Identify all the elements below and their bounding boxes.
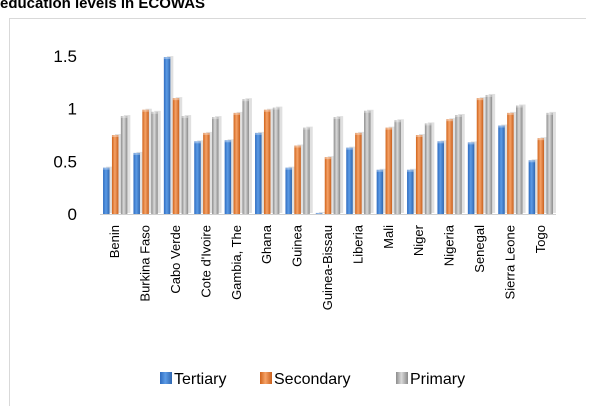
bar (537, 137, 548, 214)
bar (133, 151, 143, 214)
bar (498, 124, 508, 214)
bar (407, 168, 417, 214)
bar (528, 159, 539, 214)
x-tick-label: Nigeria (442, 224, 457, 266)
x-axis: Benin Burkina Faso Cabo Verde Cote d'Ivoire… (100, 214, 556, 310)
bar (263, 108, 274, 214)
bar (294, 144, 304, 214)
bar (364, 109, 374, 214)
bar (415, 134, 426, 214)
bar (212, 116, 222, 214)
bar (485, 93, 496, 214)
bar (142, 108, 152, 214)
bar (333, 116, 344, 214)
legend-swatch (260, 372, 272, 384)
x-tick-label: Ghana (259, 224, 274, 264)
x-tick-label: Benin (107, 225, 122, 258)
bar (103, 166, 113, 214)
bar (455, 113, 465, 214)
bar (467, 141, 478, 214)
bar (424, 122, 435, 214)
x-tick-label: Gambia, The (229, 225, 244, 300)
x-tick-label: Niger (411, 224, 426, 256)
legend-item: Primary (396, 371, 465, 388)
bar (303, 126, 313, 214)
bar (546, 111, 556, 214)
x-tick-label: Sierra Leone (502, 225, 517, 299)
y-axis-ticks: 0 0.5 1 1.5 (53, 47, 77, 224)
bar (120, 115, 131, 214)
x-tick-label: Cote d'Ivoire (198, 225, 213, 298)
legend-item: Tertiary (160, 371, 226, 388)
bar (446, 118, 456, 214)
bar (437, 140, 447, 214)
bar (476, 97, 487, 214)
x-tick-label: Burkina Faso (138, 225, 153, 302)
bar (255, 131, 265, 214)
bar (376, 168, 387, 214)
x-tick-label: Mali (381, 225, 396, 249)
legend-label: Primary (410, 371, 465, 388)
bar (194, 140, 204, 214)
bar (385, 126, 396, 214)
x-tick-label: Togo (533, 225, 548, 253)
bar (203, 131, 213, 214)
bar (224, 139, 235, 214)
bar (394, 119, 404, 214)
legend-swatch (396, 372, 408, 384)
bar (285, 166, 295, 214)
y-tick-label: 1 (68, 100, 77, 119)
bar (272, 106, 283, 214)
bar (151, 110, 161, 214)
bar (181, 115, 192, 214)
bar (233, 111, 244, 214)
bar (324, 156, 335, 214)
x-tick-label: Senegal (472, 225, 487, 273)
bar (355, 131, 365, 214)
chart-frame (9, 18, 586, 406)
bar (172, 97, 183, 214)
bar (346, 146, 356, 214)
legend-label: Secondary (274, 371, 351, 388)
bars (103, 56, 556, 215)
y-tick-label: 1.5 (53, 47, 77, 66)
legend-item: Secondary (260, 371, 351, 388)
legend-swatch (160, 372, 172, 384)
bar (315, 211, 326, 215)
bar (163, 56, 174, 215)
bar (516, 104, 526, 214)
bar (111, 134, 122, 214)
chart-title: education levels in ECOWAS (0, 0, 206, 12)
y-tick-label: 0.5 (53, 152, 77, 171)
x-tick-label: Guinea-Bissau (320, 225, 335, 310)
bar (242, 98, 252, 214)
legend-label: Tertiary (174, 371, 226, 388)
y-tick-label: 0 (68, 205, 77, 224)
bar (507, 111, 517, 214)
legend: Tertiary Secondary Primary (160, 371, 465, 388)
x-tick-label: Guinea (290, 224, 305, 267)
x-tick-label: Cabo Verde (168, 225, 183, 294)
x-tick-label: Liberia (350, 224, 365, 264)
